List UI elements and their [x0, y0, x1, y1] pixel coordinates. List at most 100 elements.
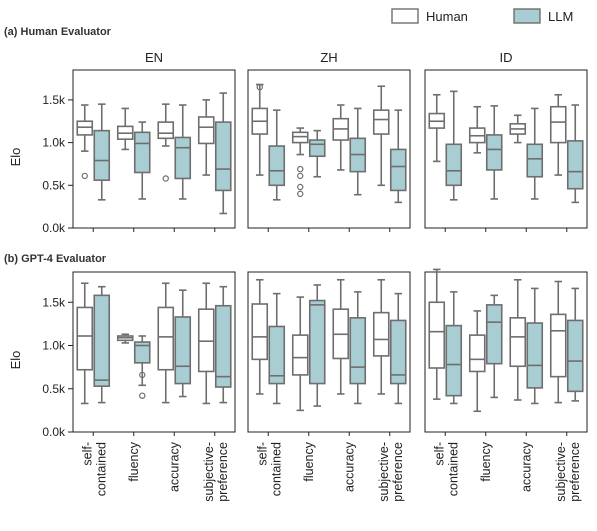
box-iqr [214, 304, 232, 388]
x-category-line: contained [446, 442, 460, 496]
box-iqr [157, 306, 175, 371]
box-llm [214, 92, 232, 215]
panel-en-human [72, 69, 236, 232]
x-category-label: fluency [479, 441, 493, 481]
panel-id-human [424, 69, 588, 232]
x-category-line: preference [216, 442, 230, 502]
legend-label-human: Human [426, 9, 468, 24]
box-llm [389, 292, 407, 405]
outlier-point [297, 183, 304, 191]
y-axis-label: Elo [8, 351, 23, 370]
x-category-line: accuracy [167, 441, 181, 492]
x-category-line: fluency [479, 441, 493, 481]
box-human [332, 278, 350, 395]
box-human [428, 268, 446, 400]
x-category-label: accuracy [342, 441, 356, 492]
panel-zh-human [247, 69, 411, 232]
box-llm [174, 104, 192, 200]
box-iqr [372, 109, 390, 135]
section-title: (b) GPT-4 Evaluator [4, 253, 107, 265]
box-human [197, 282, 215, 405]
box-iqr [133, 131, 151, 174]
panel-en-gpt4: self-contained fluency accuracy subjective-… [72, 271, 236, 502]
box-iqr [526, 143, 544, 178]
x-category-line: self- [255, 442, 269, 466]
box-llm [566, 287, 584, 402]
box-human [251, 83, 269, 176]
outlier-point [297, 165, 304, 173]
box-human [291, 296, 309, 412]
box-human [509, 278, 527, 401]
x-category-label: self-contained [80, 442, 108, 496]
x-category-label: self-contained [255, 442, 283, 496]
box-llm [308, 284, 326, 407]
box-llm [133, 335, 151, 399]
legend-swatch-human [391, 8, 419, 24]
box-human [197, 99, 215, 176]
box-llm [389, 109, 407, 204]
column-title: ID [500, 50, 513, 65]
panel-frame [72, 271, 236, 433]
box-iqr [197, 116, 215, 145]
y-tick-label: 1.5k [42, 93, 66, 107]
x-category-line: subjective- [202, 442, 216, 502]
box-iqr [428, 301, 446, 369]
box-llm [526, 107, 544, 200]
outlier-point [256, 83, 263, 91]
outlier-point [139, 392, 146, 399]
box-iqr [93, 294, 111, 387]
column-title: ZH [320, 50, 337, 65]
box-llm [485, 294, 503, 399]
box-iqr [485, 134, 503, 171]
x-category-line: subjective- [554, 442, 568, 502]
box-llm [268, 292, 286, 405]
outlier-point [139, 371, 146, 379]
box-human [428, 93, 446, 163]
box-human [372, 85, 390, 187]
box-llm [93, 103, 111, 201]
x-category-label: subjective-preference [377, 442, 405, 502]
box-iqr [76, 306, 94, 371]
panel-frame [424, 271, 588, 433]
y-tick-label: 0.5k [42, 382, 66, 396]
box-iqr [251, 303, 269, 361]
box-human [372, 278, 390, 395]
outlier-point [297, 190, 304, 198]
box-iqr [93, 129, 111, 181]
panel-zh-gpt4: self-contained fluency accuracy subjective-… [247, 271, 411, 502]
x-category-line: contained [94, 442, 108, 496]
box-llm [93, 285, 111, 404]
box-human [76, 282, 94, 405]
box-human [116, 107, 134, 151]
x-category-line: fluency [127, 441, 141, 481]
y-axis-label: Elo [8, 148, 23, 167]
outlier-point [81, 172, 88, 180]
box-iqr [76, 120, 94, 136]
box-human [468, 105, 486, 154]
x-category-label: fluency [302, 441, 316, 481]
box-iqr [526, 322, 544, 389]
box-iqr [268, 325, 286, 385]
box-iqr [157, 121, 175, 140]
outlier-point [162, 175, 169, 182]
box-iqr [174, 316, 192, 385]
legend: Human LLM [391, 8, 573, 24]
box-llm [214, 285, 232, 404]
box-human [76, 104, 94, 180]
x-category-label: subjective-preference [554, 442, 582, 502]
panel-frame [424, 69, 588, 229]
box-iqr [349, 317, 367, 385]
box-llm [268, 109, 286, 201]
panel-frame [247, 271, 411, 433]
column-title: EN [145, 50, 163, 65]
box-iqr [445, 324, 463, 397]
box-iqr [485, 304, 503, 365]
box-llm [174, 289, 192, 398]
box-iqr [291, 131, 309, 144]
box-human [332, 104, 350, 171]
legend-label-llm: LLM [548, 9, 573, 24]
box-llm [349, 107, 367, 196]
box-iqr [549, 105, 567, 144]
box-iqr [197, 308, 215, 373]
box-llm [133, 121, 151, 200]
